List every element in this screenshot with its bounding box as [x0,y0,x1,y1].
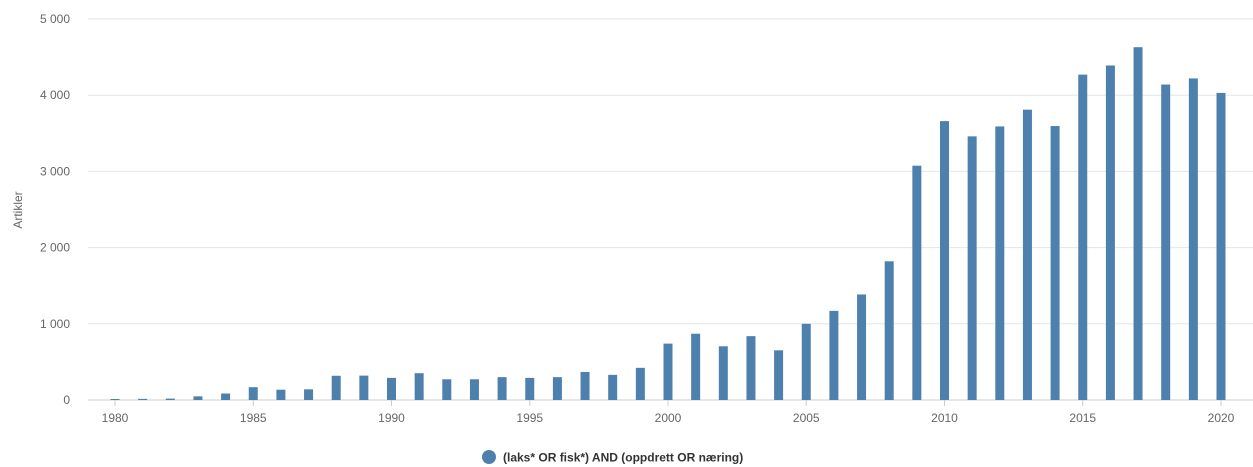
x-axis-tick-labels: 1980 1985 1990 1995 2000 2005 2010 2015 2020 [102,400,1235,425]
bar-2019[interactable] [1188,78,1198,400]
bar-1999[interactable] [635,367,645,400]
bar-2005[interactable] [801,323,811,400]
bar-1988[interactable] [331,375,341,400]
bar-2013[interactable] [1022,109,1032,400]
x-tick-label: 2000 [655,411,682,425]
x-tick-label: 1985 [240,411,267,425]
bar-2014[interactable] [1050,126,1060,400]
x-tick-label: 2020 [1208,411,1235,425]
x-tick-label: 1990 [378,411,405,425]
x-tick-label: 1995 [516,411,543,425]
bar-2015[interactable] [1078,74,1088,400]
bar-1981[interactable] [138,398,148,400]
bar-2004[interactable] [774,350,784,400]
bar-2009[interactable] [912,165,922,400]
bar-1992[interactable] [442,379,452,400]
bar-1998[interactable] [608,374,618,400]
bar-2018[interactable] [1161,84,1171,401]
y-axis-tick-labels: 0 1 000 2 000 3 000 4 000 5 000 [40,12,70,407]
bar-1991[interactable] [414,373,424,400]
y-tick-label: 4 000 [40,88,70,102]
legend[interactable]: (laks* OR fisk*) AND (oppdrett OR næring… [482,450,743,465]
bar-2002[interactable] [718,346,728,400]
bar-2010[interactable] [940,121,949,400]
y-tick-label: 3 000 [40,164,70,178]
bar-1980[interactable] [110,399,120,400]
bar-2000[interactable] [663,343,673,400]
bar-1990[interactable] [387,377,396,400]
bar-2007[interactable] [857,294,867,400]
bar-2017[interactable] [1133,47,1143,400]
bar-2020[interactable] [1216,92,1226,400]
legend-marker [482,450,496,464]
bar-1982[interactable] [165,398,175,400]
bar-2016[interactable] [1105,65,1115,401]
bar-1985[interactable] [248,387,258,400]
bar-2012[interactable] [995,126,1005,400]
bar-1995[interactable] [525,377,535,400]
bar-2008[interactable] [884,261,894,400]
bar-1993[interactable] [469,379,479,400]
bar-1983[interactable] [193,396,203,400]
bar-2001[interactable] [691,333,701,400]
y-axis-title: Artikler [11,191,25,228]
x-tick-label: 2005 [793,411,820,425]
y-tick-label: 1 000 [40,317,70,331]
bar-2006[interactable] [829,310,839,400]
x-tick-label: 2010 [931,411,958,425]
y-tick-label: 5 000 [40,12,70,26]
bar-1989[interactable] [359,375,369,400]
bar-1986[interactable] [276,389,286,400]
bar-2003[interactable] [746,336,756,400]
bar-1994[interactable] [497,377,507,400]
y-tick-label: 0 [63,393,70,407]
x-tick-label: 1980 [102,411,129,425]
bars [110,47,1226,401]
bar-1987[interactable] [304,389,314,400]
bar-1997[interactable] [580,371,590,400]
y-tick-label: 2 000 [40,241,70,255]
x-tick-label: 2015 [1069,411,1096,425]
legend-label: (laks* OR fisk*) AND (oppdrett OR næring… [503,451,743,465]
bar-2011[interactable] [967,136,977,400]
bar-1984[interactable] [221,393,231,400]
bar-1996[interactable] [552,377,562,400]
